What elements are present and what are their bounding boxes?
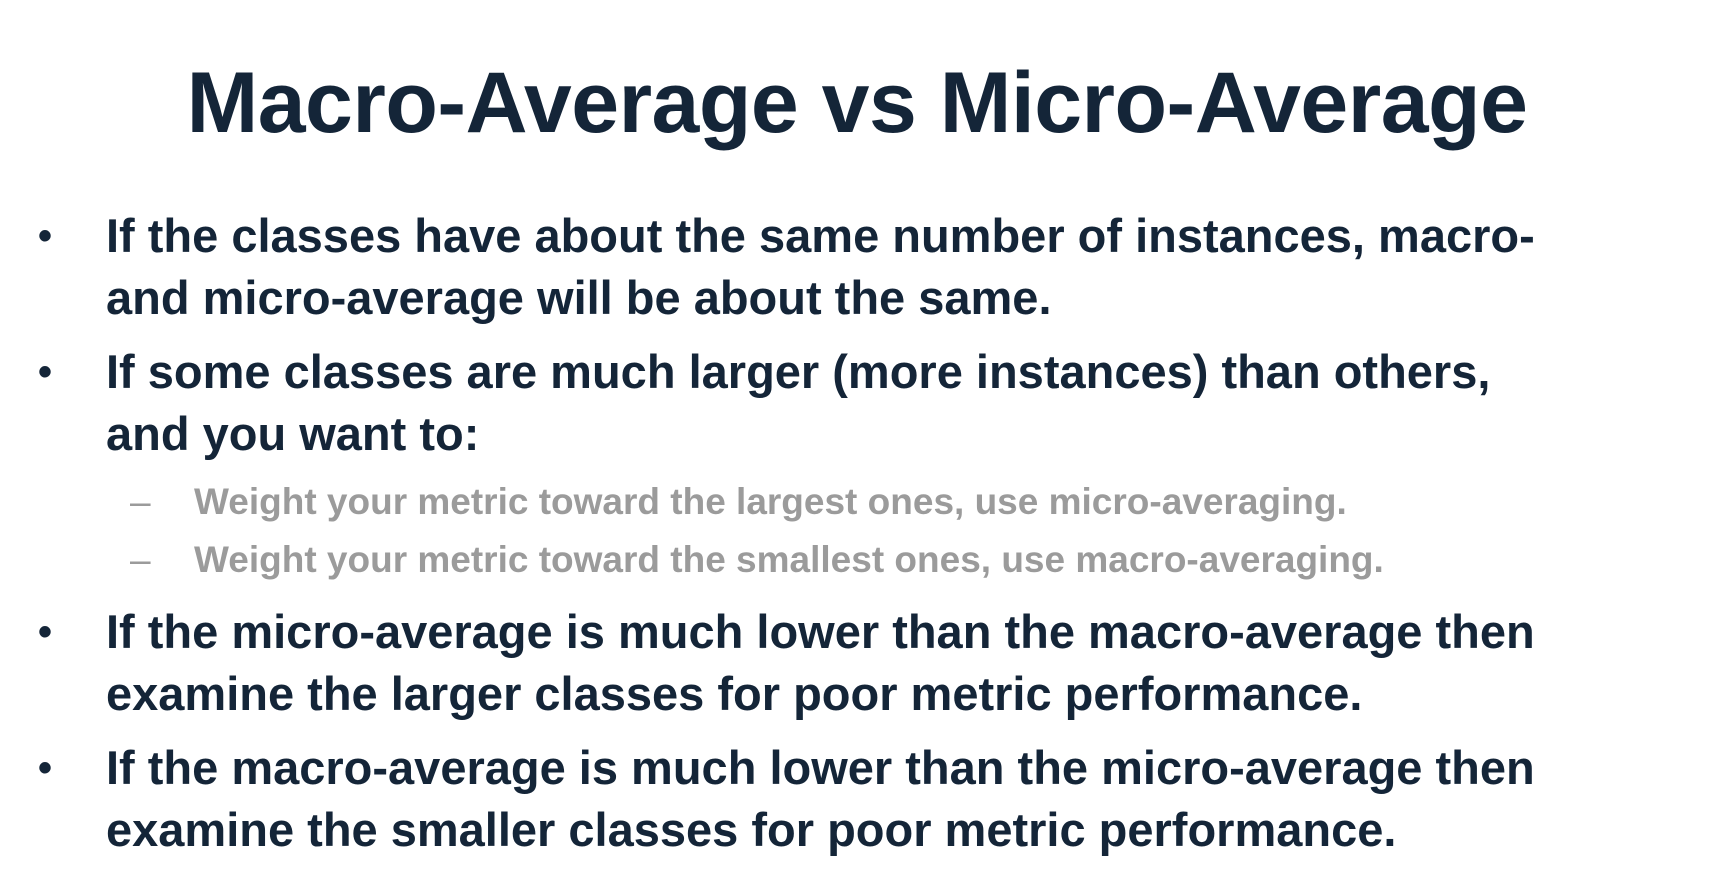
sub-bullet-item: – Weight your metric toward the smallest… (30, 531, 1700, 589)
bullet-text-line: If some classes are much larger (more in… (106, 345, 1491, 398)
bullet-text-line: examine the smaller classes for poor met… (106, 803, 1397, 856)
bullet-marker: • (38, 214, 53, 258)
bullet-marker: • (38, 610, 53, 654)
sub-bullet-marker: – (130, 481, 151, 522)
bullet-text-line: and micro-average will be about the same… (106, 271, 1052, 324)
bullet-marker: • (38, 746, 53, 790)
bullet-item: • If the macro-average is much lower tha… (30, 737, 1700, 861)
bullet-marker: • (38, 350, 53, 394)
sub-bullet-item: – Weight your metric toward the largest … (30, 473, 1700, 531)
bullet-item: • If some classes are much larger (more … (30, 341, 1700, 589)
sub-bullet-list: – Weight your metric toward the largest … (106, 473, 1700, 589)
sub-bullet-marker: – (130, 539, 151, 580)
bullet-item: • If the micro-average is much lower tha… (30, 601, 1700, 725)
sub-bullet-text: Weight your metric toward the largest on… (194, 481, 1347, 522)
sub-bullet-text: Weight your metric toward the smallest o… (194, 539, 1384, 580)
bullet-text-line: If the macro-average is much lower than … (106, 741, 1535, 794)
bullet-text-line: If the classes have about the same numbe… (106, 209, 1535, 262)
bullet-text-line: examine the larger classes for poor metr… (106, 667, 1363, 720)
bullet-text-line: and you want to: (106, 407, 480, 460)
bullet-item: • If the classes have about the same num… (30, 205, 1700, 329)
bullet-text-line: If the micro-average is much lower than … (106, 605, 1535, 658)
bullet-list: • If the classes have about the same num… (30, 205, 1700, 873)
slide-title: Macro-Average vs Micro-Average (186, 55, 1528, 151)
